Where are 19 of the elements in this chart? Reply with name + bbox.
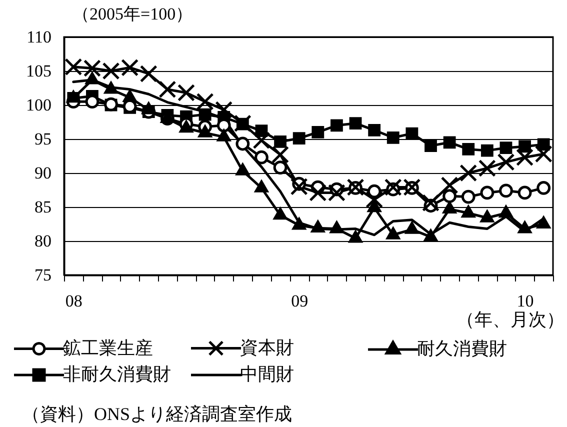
- y-tick-label: 90: [34, 164, 52, 182]
- x-axis-title: （年、月次）: [456, 310, 564, 330]
- y-axis-title: （2005年=100）: [72, 4, 193, 24]
- y-tick-label: 105: [26, 62, 52, 80]
- x-tick-label: 09: [291, 292, 308, 310]
- legend-label: 中間財: [240, 364, 294, 384]
- legend-label: 非耐久消費財: [63, 364, 171, 384]
- y-tick-label: 110: [26, 28, 52, 46]
- text: （資料）ONSより経済調査室作成: [22, 404, 292, 424]
- y-tick-label: 100: [26, 96, 52, 114]
- legend-label: 鉱工業生産: [63, 338, 153, 358]
- legend-label: 資本財: [240, 337, 294, 358]
- y-tick-label: 95: [34, 130, 52, 148]
- y-tick-label: 75: [34, 266, 52, 284]
- x-tick-label: 10: [516, 292, 534, 310]
- y-tick-label: 80: [34, 232, 52, 250]
- x-tick-label: 08: [65, 292, 82, 310]
- legend-label: 耐久消費財: [417, 338, 507, 358]
- y-tick-label: 85: [34, 198, 52, 216]
